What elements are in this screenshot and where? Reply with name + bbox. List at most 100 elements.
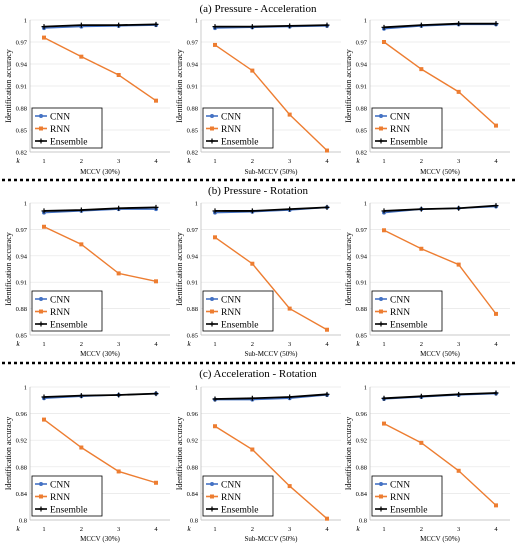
data-point-ensemble (78, 393, 84, 399)
data-point-ensemble (78, 22, 84, 28)
data-point-ensemble (493, 390, 499, 396)
y-tick-label: 0.84 (187, 491, 199, 498)
data-point-rnn (382, 228, 386, 233)
series-line-ensemble (43, 392, 157, 398)
y-tick-label: 0.94 (16, 62, 28, 69)
x-tick-label: 1 (382, 526, 385, 533)
y-tick-label: 0.91 (356, 280, 367, 287)
series-line-rnn (214, 44, 328, 152)
x-tick-label: 1 (213, 526, 216, 533)
data-point-ensemble (249, 208, 255, 214)
data-point-rnn (325, 516, 329, 521)
legend-label-cnn: CNN (50, 296, 70, 306)
data-point-ensemble (381, 24, 387, 30)
legend-marker-ensemble (378, 321, 384, 327)
y-tick-label: 0.84 (356, 491, 368, 498)
data-point-rnn (250, 68, 255, 73)
x-tick-label: 3 (457, 526, 460, 533)
legend-marker-ensemble (38, 321, 44, 327)
x-axis-label: MCCV (30%) (80, 535, 120, 543)
data-point-rnn (42, 417, 46, 422)
data-point-rnn (116, 73, 121, 77)
y-tick-label: 0.88 (356, 106, 367, 113)
legend-label-cnn: CNN (390, 113, 410, 123)
y-tick-label: 0.88 (187, 306, 198, 313)
legend-label-rnn: RNN (221, 125, 241, 135)
x-tick-label: 3 (117, 158, 120, 165)
k-label: k (16, 524, 20, 533)
data-point-ensemble (41, 394, 47, 400)
y-tick-label: 0.97 (356, 227, 368, 234)
data-point-rnn (494, 123, 498, 128)
data-point-rnn (154, 480, 158, 485)
data-point-ensemble (41, 24, 47, 30)
row-title: (c) Acceleration - Rotation (199, 368, 317, 380)
series-line-rnn (214, 425, 328, 520)
data-point-rnn (456, 468, 461, 473)
data-point-rnn (213, 42, 217, 47)
data-point-ensemble (116, 22, 122, 28)
data-point-ensemble (418, 206, 424, 212)
legend-marker-rnn (379, 126, 383, 131)
legend-label-ensemble: Ensemble (390, 138, 427, 148)
legend-marker-cnn (39, 297, 43, 301)
series-line-rnn (383, 229, 497, 315)
series-line-ensemble (43, 206, 157, 212)
legend-marker-cnn (379, 297, 383, 301)
data-point-rnn (79, 54, 84, 59)
x-axis-label: MCCV (50%) (420, 350, 460, 358)
legend-marker-rnn (39, 494, 43, 499)
x-tick-label: 1 (42, 526, 45, 533)
y-axis-label: Identification accuracy (175, 417, 184, 491)
y-tick-label: 1 (24, 18, 27, 25)
legend-label-cnn: CNN (221, 481, 241, 491)
legend-marker-rnn (210, 126, 214, 131)
legend-label-rnn: RNN (390, 308, 410, 318)
y-tick-label: 0.92 (187, 438, 198, 445)
data-point-rnn (79, 445, 84, 450)
y-tick-label: 0.88 (16, 464, 27, 471)
k-label: k (356, 339, 360, 348)
y-tick-label: 0.8 (359, 518, 367, 525)
k-label: k (187, 339, 191, 348)
chart-panel: 0.82 0.85 0.88 0.91 0.94 0.97 1 Identification … (175, 18, 341, 176)
legend-label-cnn: CNN (221, 296, 241, 306)
y-tick-label: 0.8 (19, 518, 27, 525)
x-tick-label: 4 (325, 158, 329, 165)
x-tick-label: 4 (154, 158, 158, 165)
data-point-ensemble (456, 391, 462, 397)
data-point-ensemble (41, 208, 47, 214)
series-line-ensemble (383, 392, 497, 400)
data-point-rnn (456, 89, 461, 94)
y-tick-label: 0.97 (356, 40, 368, 47)
y-tick-label: 0.88 (356, 306, 367, 313)
x-tick-label: 4 (154, 526, 158, 533)
k-label: k (187, 156, 191, 165)
y-tick-label: 0.85 (16, 333, 27, 340)
x-axis-label: MCCV (50%) (420, 535, 460, 543)
series-line-ensemble (215, 24, 328, 28)
legend-label-ensemble: Ensemble (221, 138, 258, 148)
y-axis-label: Identification accuracy (4, 232, 13, 306)
data-point-ensemble (249, 24, 255, 30)
legend-label-rnn: RNN (50, 125, 70, 135)
data-point-ensemble (324, 204, 330, 210)
chart-panel: 0.8 0.84 0.88 0.92 0.96 1 Identification accur… (175, 385, 341, 543)
legend-label-ensemble: Ensemble (50, 321, 87, 331)
data-point-rnn (494, 311, 498, 316)
data-point-ensemble (456, 21, 462, 27)
data-point-rnn (419, 440, 424, 445)
data-point-ensemble (249, 395, 255, 401)
data-point-ensemble (212, 396, 218, 402)
data-point-rnn (382, 421, 386, 426)
y-tick-label: 1 (364, 201, 367, 208)
y-tick-label: 1 (195, 385, 198, 392)
legend-label-cnn: CNN (50, 113, 70, 123)
y-tick-label: 0.85 (356, 128, 367, 135)
series-line-ensemble (214, 393, 328, 400)
y-tick-label: 0.82 (16, 150, 27, 157)
legend-marker-cnn (210, 482, 214, 486)
x-tick-label: 4 (494, 526, 498, 533)
y-tick-label: 0.91 (187, 280, 198, 287)
y-tick-label: 0.94 (16, 253, 28, 260)
